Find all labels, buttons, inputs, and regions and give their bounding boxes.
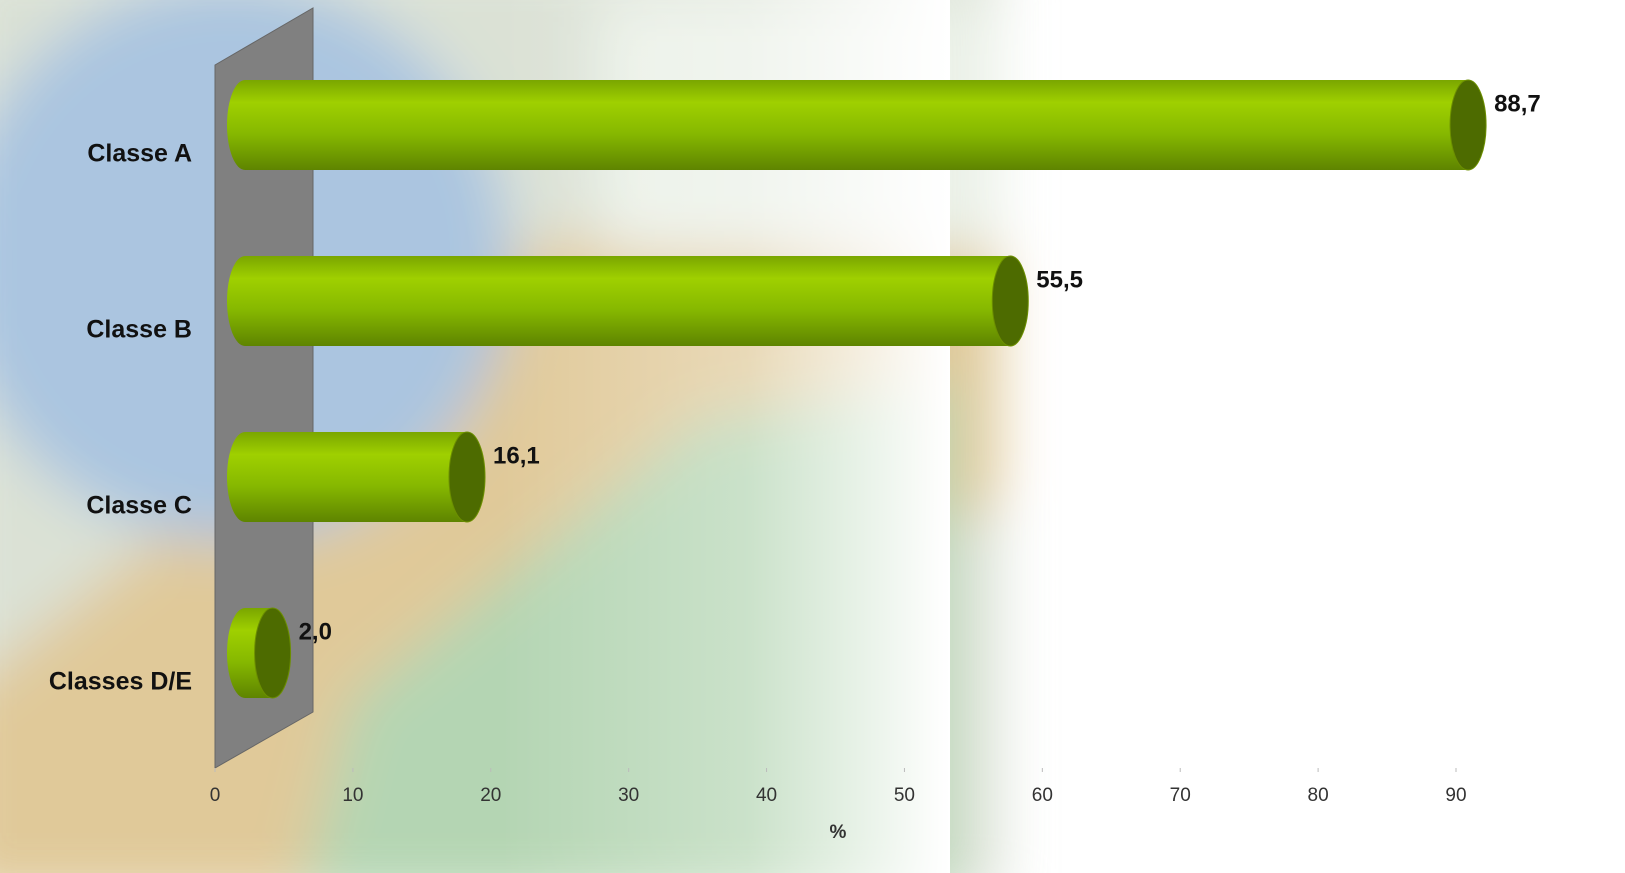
x-tick-label: 80 bbox=[1308, 785, 1329, 806]
y-tick-label: Classe A bbox=[87, 140, 192, 168]
bar bbox=[227, 432, 486, 522]
y-tick-label: Classe B bbox=[86, 316, 192, 344]
bar-end-cap bbox=[1449, 79, 1487, 171]
x-tick-label: 90 bbox=[1445, 785, 1466, 806]
bar bbox=[227, 256, 1029, 346]
x-tick-label: 10 bbox=[342, 785, 363, 806]
value-label: 16,1 bbox=[493, 442, 540, 469]
x-tick-label: 50 bbox=[894, 785, 915, 806]
bar-end-cap bbox=[991, 255, 1029, 347]
x-tick-label: 40 bbox=[756, 785, 777, 806]
x-tick-label: 30 bbox=[618, 785, 639, 806]
x-tick-label: 20 bbox=[480, 785, 501, 806]
value-label: 88,7 bbox=[1494, 90, 1541, 117]
y-tick-label: Classe C bbox=[86, 492, 192, 520]
x-tick-label: 60 bbox=[1032, 785, 1053, 806]
bar-end-cap bbox=[448, 431, 486, 523]
bar-end-cap bbox=[254, 607, 292, 699]
x-tick-label: 0 bbox=[210, 785, 221, 806]
bar bbox=[227, 80, 1487, 170]
value-label: 55,5 bbox=[1036, 266, 1083, 293]
x-tick-label: 70 bbox=[1170, 785, 1191, 806]
x-axis-label: % bbox=[830, 822, 847, 843]
axis-wall bbox=[214, 7, 314, 769]
y-tick-label: Classes D/E bbox=[49, 668, 192, 696]
value-label: 2,0 bbox=[299, 618, 332, 645]
